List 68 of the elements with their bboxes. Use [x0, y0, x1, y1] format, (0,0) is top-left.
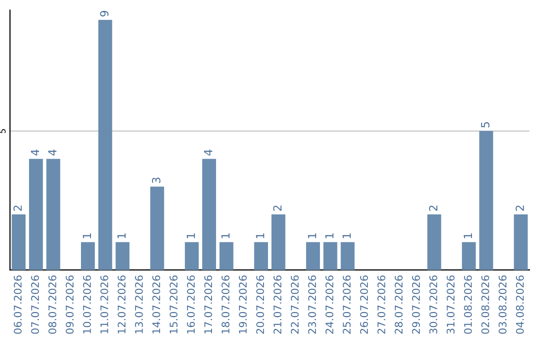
x-tick-label: 07.07.2026 [31, 275, 39, 334]
x-tick-label: 20.07.2026 [256, 275, 264, 334]
x-tick-label: 21.07.2026 [274, 275, 282, 334]
x-tick-label: 23.07.2026 [308, 275, 316, 334]
x-tick-label: 18.07.2026 [222, 275, 230, 334]
bar [427, 214, 442, 270]
bar [220, 242, 234, 270]
bar [340, 242, 355, 270]
x-tick-label: 11.07.2026 [100, 275, 108, 334]
data-label: 1 [308, 233, 316, 238]
bar [514, 214, 528, 270]
bar [98, 20, 112, 270]
data-label: 1 [221, 233, 230, 238]
x-tick-label: 09.07.2026 [66, 275, 74, 334]
x-tick-label: 25.07.2026 [342, 275, 351, 334]
data-label: 4 [30, 150, 40, 156]
bar [150, 186, 164, 270]
data-label: 1 [256, 233, 264, 238]
data-label: 5 [481, 122, 490, 128]
bar [254, 242, 268, 270]
x-tick-label: 10.07.2026 [83, 275, 91, 334]
x-tick-label: 15.07.2026 [170, 275, 178, 334]
x-tick-label: 19.07.2026 [238, 275, 247, 334]
x-tick-label: 04.08.2026 [516, 275, 524, 334]
bar [462, 242, 476, 270]
data-label: 1 [82, 233, 91, 238]
x-tick-label: 13.07.2026 [135, 275, 143, 334]
bar [46, 158, 60, 270]
x-tick-label: 17.07.2026 [204, 275, 212, 334]
data-label: 9 [100, 10, 108, 16]
bar [116, 242, 130, 270]
bar [12, 214, 26, 270]
x-tick-label: 12.07.2026 [118, 275, 126, 334]
x-tick-label: 28.07.2026 [394, 275, 403, 334]
x-tick-label: 01.08.2026 [464, 275, 472, 334]
data-label: 1 [342, 233, 351, 238]
x-tick-label: 27.07.2026 [377, 275, 386, 334]
data-label: 3 [152, 178, 160, 183]
data-label: 2 [13, 206, 22, 211]
data-label: 2 [516, 206, 524, 211]
x-tick-label: 02.08.2026 [481, 275, 490, 334]
x-tick-label: 29.07.2026 [412, 275, 420, 334]
bar [80, 242, 95, 270]
data-label: 1 [186, 233, 195, 238]
data-label: 2 [429, 206, 438, 211]
bar [29, 158, 43, 270]
bar [271, 214, 286, 270]
x-tick-label: 26.07.2026 [360, 275, 368, 334]
x-tick-label: 31.07.2026 [446, 275, 455, 334]
bar [184, 242, 199, 270]
x-tick-label: 30.07.2026 [429, 275, 438, 334]
data-label: 1 [118, 233, 126, 238]
x-tick-label: 16.07.2026 [186, 275, 195, 334]
x-tick-label: 22.07.2026 [290, 275, 299, 334]
data-label: 1 [464, 233, 472, 238]
data-label: 2 [273, 206, 282, 211]
bar [323, 242, 338, 270]
x-tick-label: 03.08.2026 [498, 275, 507, 334]
bar [479, 131, 494, 270]
data-label: 4 [204, 150, 212, 156]
bar [306, 242, 320, 270]
x-tick-label: 06.07.2026 [14, 275, 22, 334]
data-label: 4 [48, 150, 56, 156]
x-tick-label: 14.07.2026 [152, 275, 160, 334]
bar [202, 158, 216, 270]
x-tick-label: 24.07.2026 [325, 275, 334, 334]
x-tick-label: 08.07.2026 [48, 275, 56, 334]
data-label: 1 [325, 233, 334, 238]
